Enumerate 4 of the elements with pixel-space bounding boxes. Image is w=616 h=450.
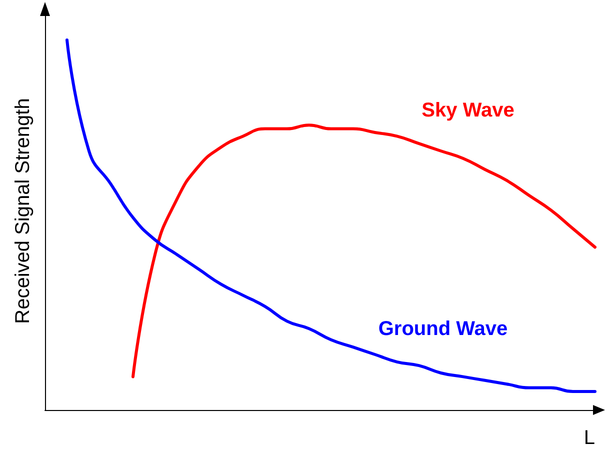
series-label: Ground Wave bbox=[378, 318, 508, 340]
x-axis-title: L bbox=[584, 427, 595, 449]
y-axis-title: Received Signal Strength bbox=[12, 98, 34, 324]
series-label: Sky Wave bbox=[422, 99, 514, 122]
